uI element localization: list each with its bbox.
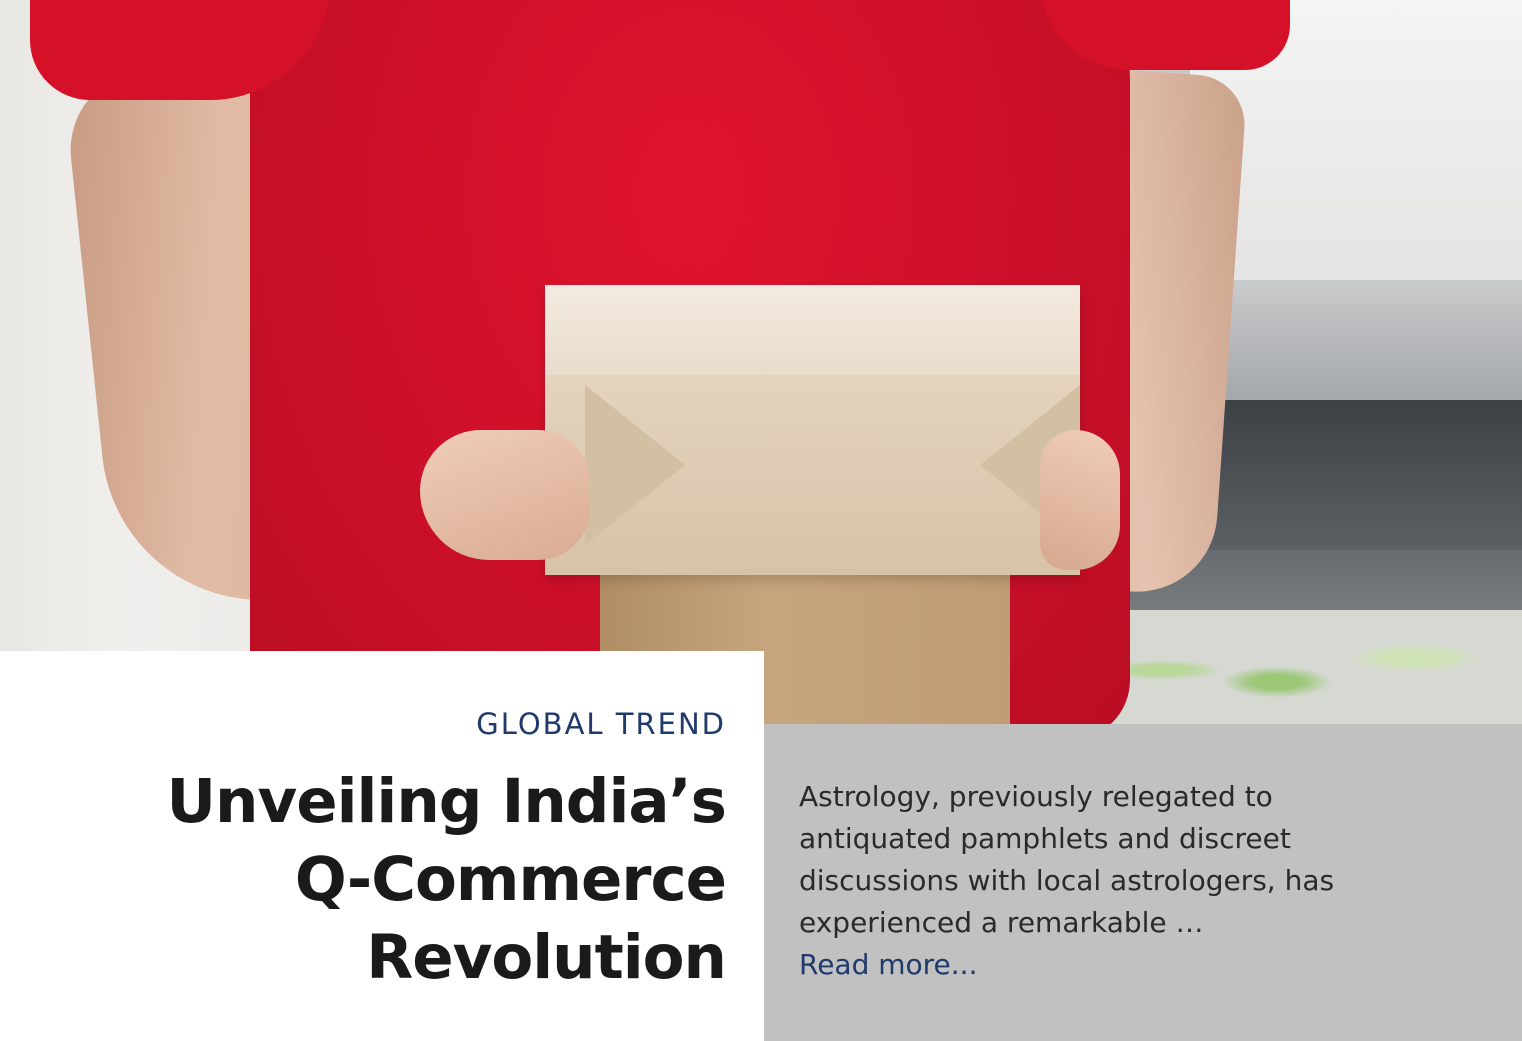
article-excerpt: Astrology, previously relegated to antiq… xyxy=(799,780,1335,939)
read-more-link[interactable]: Read more... xyxy=(799,948,978,981)
left-hand xyxy=(420,430,590,560)
box-lid-top xyxy=(545,285,1080,375)
hero-image xyxy=(0,0,1522,724)
background-plants xyxy=(1070,610,1522,724)
box-fold-left xyxy=(585,385,685,545)
category-label: GLOBAL TREND xyxy=(476,707,726,741)
headline-card: GLOBAL TREND Unveiling India’s Q-Commerc… xyxy=(0,651,764,1041)
article-title: Unveiling India’s Q-Commerce Revolution xyxy=(166,766,728,993)
right-hand xyxy=(1040,430,1120,570)
excerpt-panel: Astrology, previously relegated to antiq… xyxy=(764,724,1522,1041)
